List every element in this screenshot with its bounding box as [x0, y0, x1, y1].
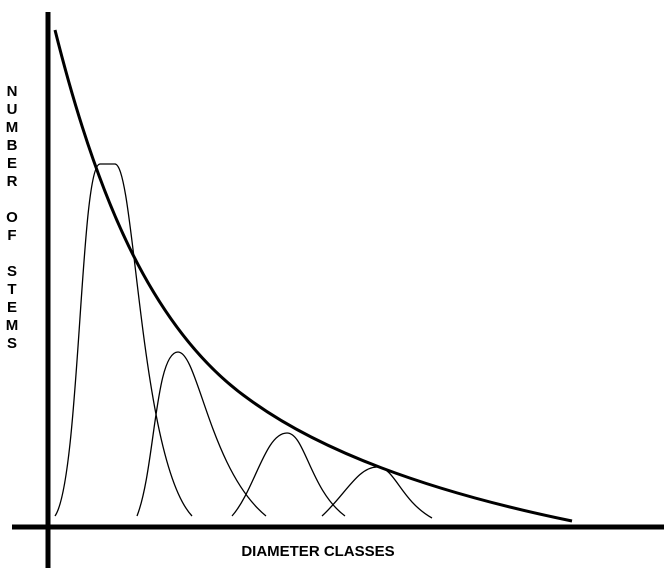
x-axis-label: DIAMETER CLASSES [241, 543, 394, 560]
y-label-letter [10, 191, 14, 208]
y-label-letter: T [7, 281, 16, 298]
cohort-curve [231, 432, 346, 517]
y-label-letter: F [7, 227, 16, 244]
y-label-letter: E [7, 155, 17, 172]
y-label-letter: N [7, 83, 18, 100]
y-label-letter: S [7, 263, 17, 280]
y-label-letter: O [6, 209, 18, 226]
y-label-letter: B [7, 137, 18, 154]
cohort-curve [54, 163, 193, 517]
y-label-letter: M [6, 119, 19, 136]
reverse-j-curve [53, 29, 573, 523]
y-label-letter: S [7, 335, 17, 352]
y-label-letter: R [7, 173, 18, 190]
y-label-letter: E [7, 299, 17, 316]
cohort-curve [136, 351, 267, 517]
y-label-letter: M [6, 317, 19, 334]
y-label-letter [10, 245, 14, 262]
y-label-letter: U [7, 101, 18, 118]
